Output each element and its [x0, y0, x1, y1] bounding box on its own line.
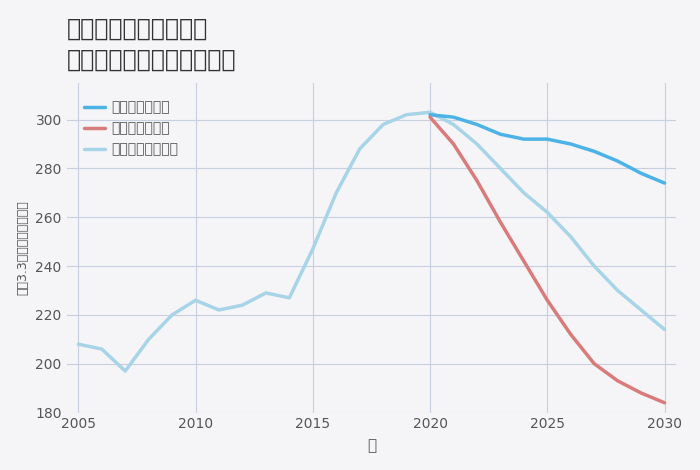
バッドシナリオ	[590, 361, 598, 367]
ノーマルシナリオ	[285, 295, 293, 301]
ノーマルシナリオ	[168, 312, 176, 318]
グッドシナリオ	[543, 136, 552, 142]
バッドシナリオ	[566, 332, 575, 337]
グッドシナリオ	[519, 136, 528, 142]
Legend: グッドシナリオ, バッドシナリオ, ノーマルシナリオ: グッドシナリオ, バッドシナリオ, ノーマルシナリオ	[80, 96, 183, 161]
ノーマルシナリオ	[238, 302, 246, 308]
バッドシナリオ	[473, 178, 481, 183]
グッドシナリオ	[496, 132, 505, 137]
ノーマルシナリオ	[97, 346, 106, 352]
ノーマルシナリオ	[379, 122, 387, 127]
ノーマルシナリオ	[449, 122, 458, 127]
ノーマルシナリオ	[262, 290, 270, 296]
Line: バッドシナリオ: バッドシナリオ	[430, 117, 664, 403]
ノーマルシナリオ	[660, 327, 668, 332]
ノーマルシナリオ	[566, 234, 575, 240]
ノーマルシナリオ	[473, 141, 481, 147]
ノーマルシナリオ	[121, 368, 130, 374]
ノーマルシナリオ	[356, 146, 364, 152]
Y-axis label: 坪（3.3㎡）単価（万円）: 坪（3.3㎡）単価（万円）	[17, 200, 29, 295]
グッドシナリオ	[449, 114, 458, 120]
バッドシナリオ	[449, 141, 458, 147]
グッドシナリオ	[473, 122, 481, 127]
Line: グッドシナリオ: グッドシナリオ	[430, 115, 664, 183]
バッドシナリオ	[426, 114, 434, 120]
Line: ノーマルシナリオ: ノーマルシナリオ	[78, 112, 664, 371]
ノーマルシナリオ	[332, 190, 340, 196]
ノーマルシナリオ	[496, 165, 505, 171]
バッドシナリオ	[660, 400, 668, 406]
ノーマルシナリオ	[309, 246, 317, 252]
ノーマルシナリオ	[215, 307, 223, 313]
ノーマルシナリオ	[426, 110, 434, 115]
バッドシナリオ	[613, 378, 622, 384]
グッドシナリオ	[566, 141, 575, 147]
バッドシナリオ	[519, 258, 528, 264]
バッドシナリオ	[637, 390, 645, 396]
ノーマルシナリオ	[543, 210, 552, 215]
ノーマルシナリオ	[637, 307, 645, 313]
ノーマルシナリオ	[191, 298, 200, 303]
X-axis label: 年: 年	[367, 439, 376, 454]
ノーマルシナリオ	[613, 288, 622, 293]
グッドシナリオ	[637, 171, 645, 176]
Text: 神奈川県横浜市西区の
中古マンションの価格推移: 神奈川県横浜市西区の 中古マンションの価格推移	[66, 16, 236, 71]
ノーマルシナリオ	[144, 337, 153, 342]
ノーマルシナリオ	[519, 190, 528, 196]
ノーマルシナリオ	[402, 112, 411, 118]
バッドシナリオ	[496, 219, 505, 225]
ノーマルシナリオ	[590, 263, 598, 269]
グッドシナリオ	[426, 112, 434, 118]
グッドシナリオ	[590, 149, 598, 154]
バッドシナリオ	[543, 298, 552, 303]
グッドシナリオ	[660, 180, 668, 186]
グッドシナリオ	[613, 158, 622, 164]
ノーマルシナリオ	[74, 341, 83, 347]
